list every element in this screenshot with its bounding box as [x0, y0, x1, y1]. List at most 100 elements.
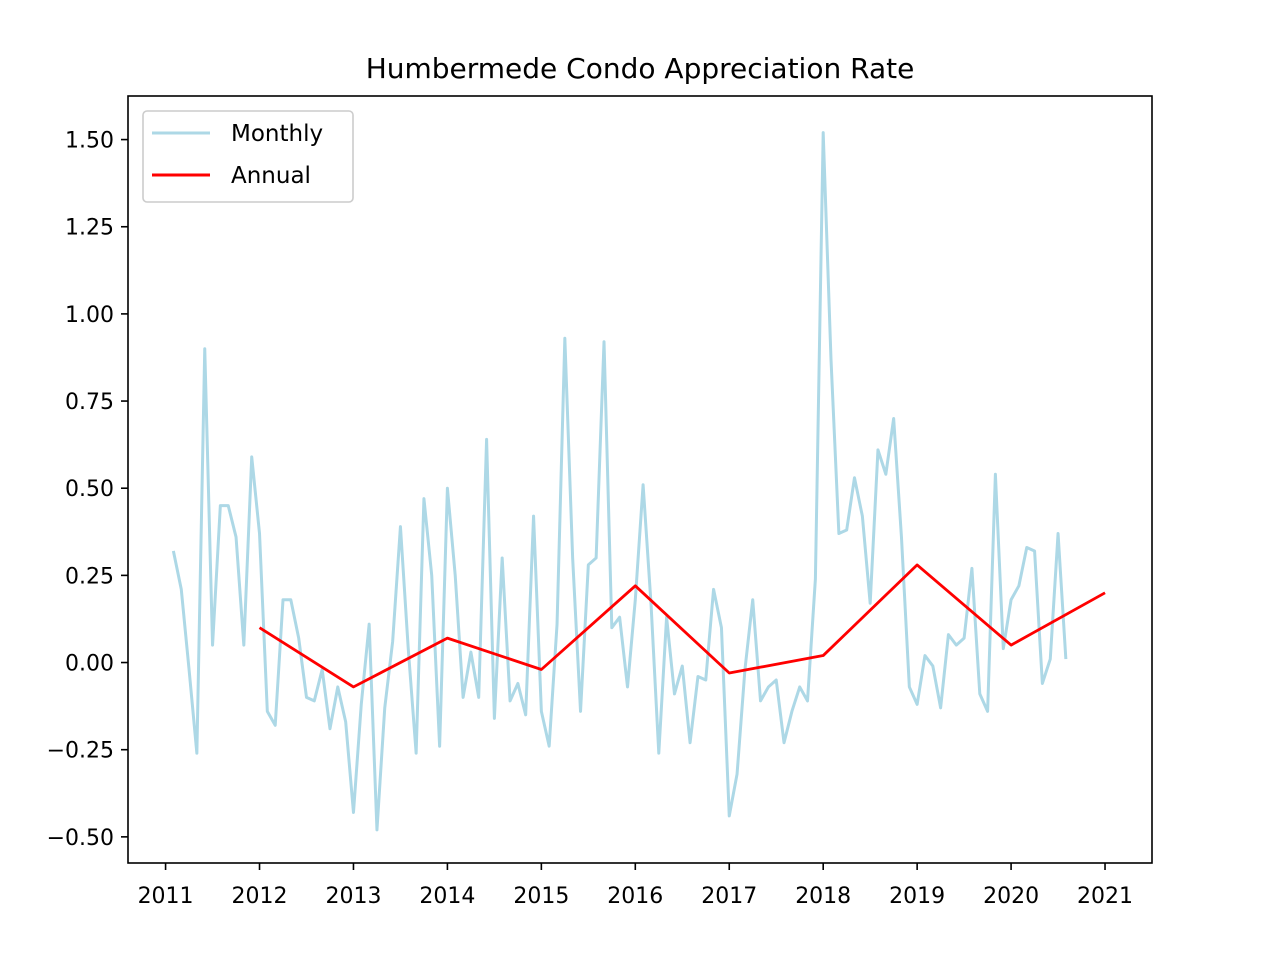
- data-point-monthly-38: [469, 651, 472, 654]
- data-point-annual-4: [634, 584, 637, 587]
- data-point-monthly-110: [1033, 549, 1036, 552]
- data-point-monthly-113: [1057, 532, 1060, 535]
- data-point-annual-5: [728, 671, 731, 674]
- data-point-monthly-3: [195, 752, 198, 755]
- data-point-monthly-21: [336, 685, 339, 688]
- data-point-monthly-79: [790, 710, 793, 713]
- data-point-monthly-88: [861, 515, 864, 518]
- x-tick-label-2016: 2016: [607, 884, 663, 909]
- data-point-monthly-109: [1025, 546, 1028, 549]
- plot-frame: [127, 95, 1153, 864]
- data-point-monthly-15: [289, 598, 292, 601]
- data-point-monthly-52: [579, 710, 582, 713]
- y-tick-label-7: 1.25: [65, 216, 114, 241]
- data-point-monthly-114: [1064, 658, 1067, 661]
- data-point-monthly-9: [242, 644, 245, 647]
- data-point-monthly-97: [931, 665, 934, 668]
- data-point-monthly-111: [1041, 682, 1044, 685]
- data-point-monthly-32: [422, 497, 425, 500]
- data-point-annual-0: [258, 626, 261, 629]
- data-point-annual-2: [446, 637, 449, 640]
- data-point-monthly-107: [1010, 598, 1013, 601]
- data-point-annual-6: [822, 654, 825, 657]
- data-point-monthly-24: [360, 703, 363, 706]
- data-point-annual-8: [1010, 644, 1013, 647]
- data-point-monthly-56: [610, 626, 613, 629]
- data-point-monthly-49: [556, 623, 559, 626]
- data-point-monthly-57: [618, 616, 621, 619]
- data-point-monthly-40: [485, 438, 488, 441]
- data-point-monthly-78: [783, 741, 786, 744]
- data-point-monthly-7: [227, 504, 230, 507]
- data-point-monthly-28: [391, 640, 394, 643]
- data-point-monthly-50: [563, 337, 566, 340]
- data-point-monthly-37: [462, 696, 465, 699]
- data-point-monthly-43: [509, 699, 512, 702]
- data-point-monthly-86: [845, 529, 848, 532]
- data-point-monthly-1: [180, 588, 183, 591]
- data-point-monthly-81: [806, 699, 809, 702]
- data-point-monthly-22: [344, 720, 347, 723]
- data-point-monthly-71: [728, 814, 731, 817]
- data-point-monthly-85: [837, 532, 840, 535]
- data-point-monthly-67: [696, 675, 699, 678]
- chart-title: Humbermede Condo Appreciation Rate: [366, 52, 915, 85]
- y-tick-label-3: 0.25: [65, 564, 114, 589]
- series-layer: [171, 131, 1106, 832]
- data-point-monthly-20: [328, 727, 331, 730]
- data-point-annual-7: [916, 563, 919, 566]
- data-point-monthly-65: [681, 665, 684, 668]
- data-point-monthly-53: [587, 563, 590, 566]
- legend-label-annual: Annual: [231, 163, 311, 189]
- data-point-monthly-99: [947, 633, 950, 636]
- data-point-monthly-72: [736, 773, 739, 776]
- data-point-monthly-59: [634, 598, 637, 601]
- data-point-monthly-34: [438, 745, 441, 748]
- data-point-monthly-92: [892, 417, 895, 420]
- x-tick-label-2011: 2011: [138, 884, 194, 909]
- data-point-monthly-11: [258, 532, 261, 535]
- data-point-monthly-60: [642, 483, 645, 486]
- data-point-monthly-75: [759, 699, 762, 702]
- data-point-monthly-68: [704, 678, 707, 681]
- data-point-monthly-42: [501, 556, 504, 559]
- x-tick-label-2013: 2013: [325, 884, 381, 909]
- data-point-monthly-93: [900, 536, 903, 539]
- data-point-monthly-96: [923, 654, 926, 657]
- data-point-monthly-16: [297, 637, 300, 640]
- data-point-monthly-30: [407, 647, 410, 650]
- x-tick-label-2018: 2018: [795, 884, 851, 909]
- data-point-monthly-106: [1002, 647, 1005, 650]
- data-point-monthly-4: [203, 347, 206, 350]
- data-point-monthly-69: [712, 588, 715, 591]
- data-point-monthly-48: [548, 745, 551, 748]
- data-point-monthly-89: [869, 602, 872, 605]
- data-point-monthly-62: [657, 752, 660, 755]
- data-point-monthly-76: [767, 685, 770, 688]
- x-tick-label-2020: 2020: [983, 884, 1039, 909]
- data-point-monthly-33: [430, 574, 433, 577]
- y-tick-label-5: 0.75: [65, 390, 114, 415]
- data-point-monthly-8: [235, 536, 238, 539]
- data-point-monthly-10: [250, 455, 253, 458]
- data-point-monthly-26: [375, 828, 378, 831]
- y-axis: −0.50 −0.25 0.00 0.25 0.50 0.75 1.00 1.25 1.50: [47, 129, 128, 851]
- data-point-monthly-74: [751, 598, 754, 601]
- y-tick-label-1: −0.25: [47, 739, 114, 764]
- legend: Monthly Annual: [142, 110, 354, 203]
- data-point-monthly-100: [955, 644, 958, 647]
- x-tick-label-2021: 2021: [1077, 884, 1133, 909]
- data-point-monthly-25: [368, 623, 371, 626]
- data-point-monthly-94: [908, 685, 911, 688]
- y-tick-label-2: 0.00: [65, 652, 114, 677]
- data-point-monthly-18: [313, 699, 316, 702]
- data-point-monthly-101: [963, 637, 966, 640]
- data-point-monthly-84: [829, 358, 832, 361]
- data-point-monthly-82: [814, 577, 817, 580]
- series-line-monthly: [171, 131, 1068, 832]
- data-point-monthly-36: [454, 574, 457, 577]
- data-point-monthly-46: [532, 515, 535, 518]
- data-point-monthly-105: [994, 473, 997, 476]
- x-tick-label-2019: 2019: [889, 884, 945, 909]
- data-point-monthly-104: [986, 710, 989, 713]
